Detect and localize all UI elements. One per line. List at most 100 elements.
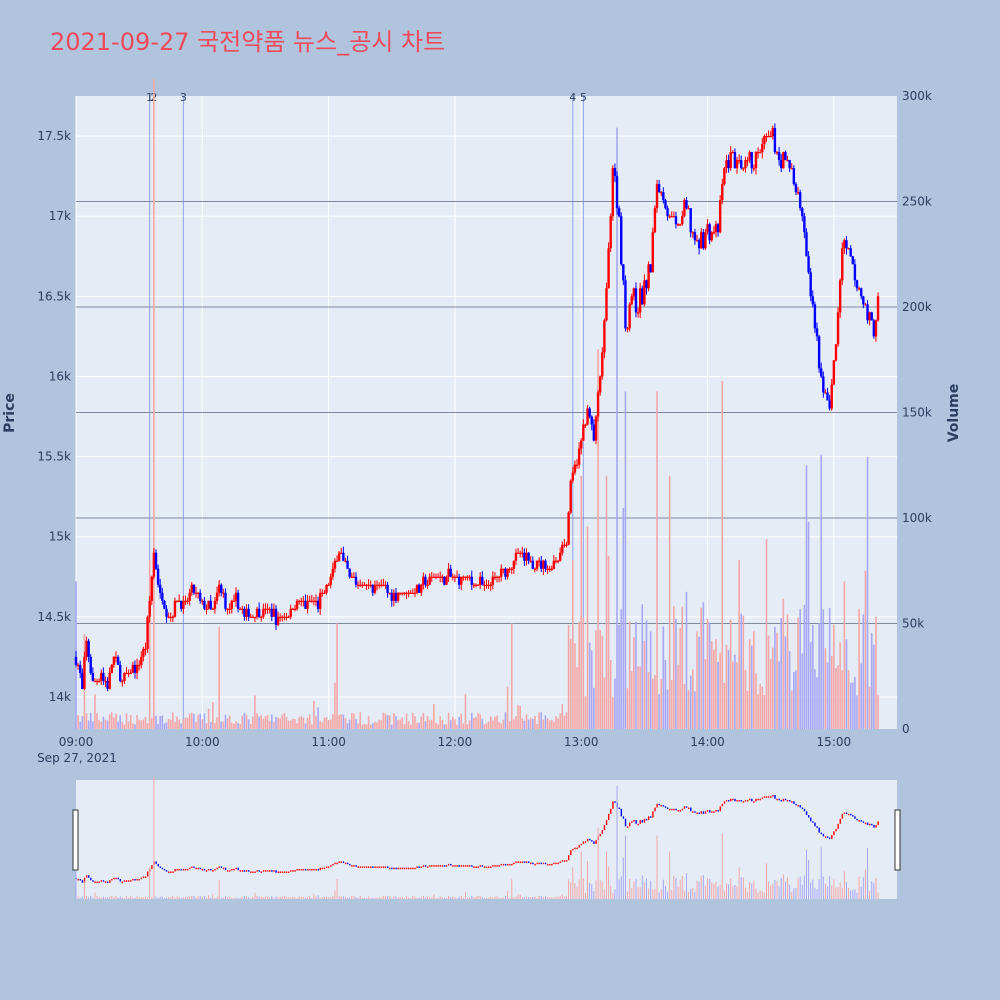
volume-bar — [548, 720, 551, 729]
slider-volume-bar — [673, 875, 675, 899]
slider-volume-bar — [637, 887, 639, 899]
volume-bar — [786, 614, 789, 729]
slider-candle — [136, 878, 138, 881]
candle-body — [727, 160, 730, 169]
slider-candle — [186, 868, 189, 871]
candle-body — [838, 280, 842, 313]
slider-candle — [576, 847, 578, 850]
slider-candle — [488, 866, 490, 868]
slider-candle — [264, 870, 267, 872]
candle-body — [643, 280, 646, 305]
slider-volume-bar — [418, 897, 420, 899]
volume-bar — [256, 713, 258, 729]
volume-bar — [167, 719, 170, 729]
candle-body — [348, 568, 351, 577]
volume-bar — [279, 718, 281, 729]
slider-volume-bar — [75, 871, 77, 899]
volume-bar — [605, 475, 608, 729]
candle-body — [211, 608, 215, 611]
slider-volume-bar — [142, 897, 144, 899]
slider-candle — [749, 798, 751, 801]
volume-bar — [174, 722, 176, 729]
candle-body — [584, 424, 587, 426]
slider-volume-bar — [267, 896, 269, 899]
candle-body — [678, 224, 682, 226]
candle-body — [234, 592, 238, 601]
candle-body — [716, 224, 720, 233]
slider-candle — [504, 863, 507, 866]
slider-candle — [626, 826, 629, 828]
slider-volume-bar — [509, 897, 511, 899]
volume-bar — [441, 720, 444, 729]
candle-body — [729, 152, 732, 169]
slider-volume-bar — [104, 897, 106, 899]
volume-bar — [134, 724, 136, 729]
slider-volume-bar — [768, 881, 770, 899]
slider-candle — [323, 867, 326, 870]
volume-bar — [336, 623, 338, 729]
candle-body — [801, 208, 804, 217]
candle-body — [672, 216, 676, 218]
volume-bar — [121, 721, 124, 729]
volume-bar — [525, 714, 528, 729]
slider-volume-bar — [603, 889, 605, 899]
volume-bar — [85, 713, 88, 729]
candle-body — [430, 576, 433, 578]
volume-bar — [456, 724, 458, 729]
slider-volume-bar — [481, 897, 483, 899]
range-slider[interactable] — [76, 780, 897, 899]
volume-bar — [559, 713, 561, 729]
candle-body — [786, 160, 789, 162]
slider-candle — [98, 881, 100, 883]
candle-body — [685, 200, 688, 209]
slider-volume-bar — [839, 882, 841, 899]
candle-body — [506, 568, 509, 577]
slider-volume-bar — [315, 896, 317, 899]
volume-bar — [683, 684, 686, 729]
slider-candle — [205, 870, 208, 872]
slider-candle — [866, 822, 869, 826]
slider-volume-bar — [751, 883, 753, 899]
slider-volume-bar — [328, 897, 330, 899]
candle-body — [569, 480, 572, 513]
slider-candle — [839, 818, 841, 824]
volume-bar — [708, 622, 711, 729]
candle-body — [573, 464, 577, 473]
slider-candle — [584, 841, 587, 843]
volume-bar — [652, 678, 654, 729]
volume-bar — [742, 615, 745, 729]
volume-bar — [734, 654, 736, 729]
candle-body — [504, 568, 507, 577]
volume-bar — [637, 666, 639, 729]
candle-body — [148, 600, 151, 617]
slider-candle — [252, 871, 254, 873]
slider-volume-bar — [250, 898, 252, 899]
volume-bar — [294, 718, 296, 729]
volume-bar — [393, 713, 395, 729]
volume-bar — [77, 715, 79, 729]
slider-volume-bar — [683, 890, 685, 899]
range-slider-left-handle[interactable] — [72, 809, 79, 871]
slider-volume-bar — [587, 860, 589, 899]
volume-bar — [649, 631, 652, 729]
slider-volume-bar — [490, 896, 492, 899]
candle-body — [657, 184, 661, 193]
slider-volume-bar — [206, 897, 208, 899]
candle-body — [340, 552, 343, 554]
slider-volume-bar — [791, 891, 793, 899]
candle-body — [363, 584, 366, 586]
slider-candle — [113, 877, 115, 880]
candle-body — [441, 576, 444, 578]
slider-candle — [161, 867, 164, 870]
slider-volume-bar — [304, 897, 306, 899]
slider-volume-bar — [599, 880, 601, 899]
candle-body — [224, 592, 227, 609]
slider-candle — [755, 798, 757, 802]
candle-body — [325, 584, 328, 593]
slider-volume-bar — [446, 898, 448, 899]
volume-bar — [576, 667, 578, 729]
slider-volume-bar — [464, 892, 466, 899]
candle-body — [780, 160, 783, 169]
range-slider-right-handle[interactable] — [894, 809, 901, 871]
slider-volume-bar — [427, 896, 429, 899]
